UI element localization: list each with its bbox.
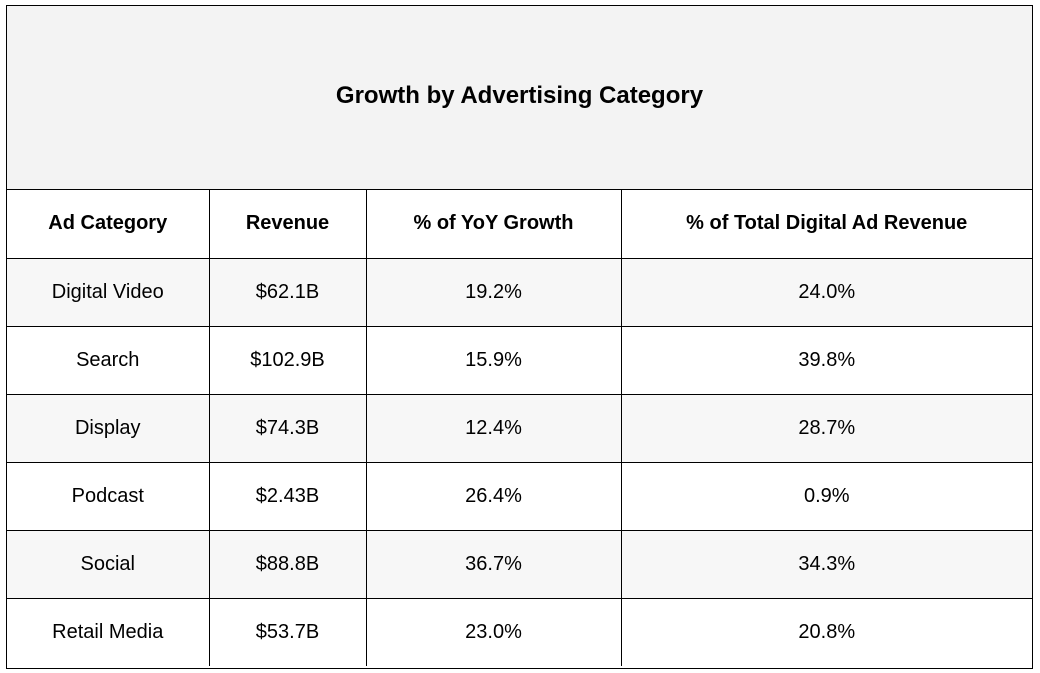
cell-total-share: 28.7%	[621, 394, 1032, 463]
cell-revenue: $62.1B	[209, 258, 367, 327]
cell-yoy-growth: 36.7%	[366, 530, 622, 599]
table-row: Search $102.9B 15.9% 39.8%	[7, 326, 1032, 395]
cell-ad-category: Retail Media	[7, 598, 210, 666]
cell-ad-category: Digital Video	[7, 258, 210, 327]
cell-yoy-growth: 23.0%	[366, 598, 622, 666]
cell-total-share: 24.0%	[621, 258, 1032, 327]
cell-revenue: $74.3B	[209, 394, 367, 463]
column-header-yoy-growth: % of YoY Growth	[366, 190, 622, 259]
cell-total-share: 34.3%	[621, 530, 1032, 599]
cell-revenue: $88.8B	[209, 530, 367, 599]
cell-yoy-growth: 26.4%	[366, 462, 622, 531]
table-frame: Growth by Advertising Category Ad Catego…	[6, 5, 1033, 669]
title-banner: Growth by Advertising Category	[7, 6, 1032, 190]
table-row: Social $88.8B 36.7% 34.3%	[7, 530, 1032, 599]
cell-ad-category: Display	[7, 394, 210, 463]
table-row: Display $74.3B 12.4% 28.7%	[7, 394, 1032, 463]
table-title: Growth by Advertising Category	[335, 81, 704, 109]
table-row: Retail Media $53.7B 23.0% 20.8%	[7, 598, 1032, 666]
cell-ad-category: Search	[7, 326, 210, 395]
table-row: Podcast $2.43B 26.4% 0.9%	[7, 462, 1032, 531]
cell-ad-category: Podcast	[7, 462, 210, 531]
data-table: Ad Category Revenue % of YoY Growth % of…	[7, 190, 1032, 666]
table-row: Digital Video $62.1B 19.2% 24.0%	[7, 258, 1032, 327]
cell-yoy-growth: 12.4%	[366, 394, 622, 463]
column-header-ad-category: Ad Category	[7, 190, 210, 259]
header-row: Ad Category Revenue % of YoY Growth % of…	[7, 190, 1032, 259]
cell-ad-category: Social	[7, 530, 210, 599]
cell-total-share: 20.8%	[621, 598, 1032, 666]
cell-revenue: $53.7B	[209, 598, 367, 666]
cell-total-share: 39.8%	[621, 326, 1032, 395]
cell-revenue: $102.9B	[209, 326, 367, 395]
cell-yoy-growth: 19.2%	[366, 258, 622, 327]
column-header-revenue: Revenue	[209, 190, 367, 259]
cell-total-share: 0.9%	[621, 462, 1032, 531]
cell-yoy-growth: 15.9%	[366, 326, 622, 395]
column-header-total-share: % of Total Digital Ad Revenue	[621, 190, 1032, 259]
cell-revenue: $2.43B	[209, 462, 367, 531]
